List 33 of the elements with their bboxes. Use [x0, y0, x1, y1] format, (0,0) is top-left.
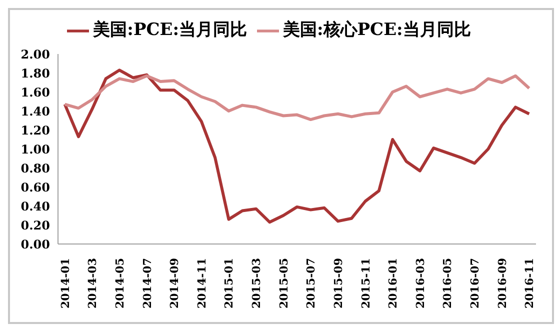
y-tick-label: 0.40 [20, 199, 50, 214]
legend-label: 美国:PCE:当月同比 [93, 20, 247, 40]
x-tick-label: 2016-03 [414, 258, 427, 308]
line-series [63, 68, 531, 224]
x-tick-label: 2014-01 [58, 258, 72, 308]
y-tick-label: 0.00 [20, 237, 50, 252]
x-tick-label: 2014-09 [168, 258, 182, 308]
line-series [63, 74, 531, 122]
x-tick-label: 2014-03 [86, 258, 100, 308]
x-tick-label: 2015-11 [359, 258, 372, 308]
x-tick-label: 2015-09 [332, 258, 345, 308]
x-tick-label: 2014-11 [195, 258, 208, 308]
y-tick-label: 0.20 [20, 218, 50, 232]
y-tick-label: 1.20 [20, 123, 50, 138]
y-tick-label: 1.40 [20, 104, 50, 118]
x-tick-label: 2015-03 [250, 258, 264, 308]
y-tick-label: 0.80 [20, 161, 50, 176]
x-tick-label: 2014-07 [140, 258, 154, 308]
x-tick-label: 2014-05 [113, 258, 126, 308]
x-tick-label: 2016-05 [441, 258, 454, 308]
x-tick-label: 2016-09 [496, 258, 509, 308]
y-tick-label: 1.80 [20, 66, 50, 80]
x-tick-label: 2015-01 [222, 258, 236, 308]
y-tick-label: 1.60 [20, 85, 50, 100]
x-tick-label: 2015-07 [304, 258, 318, 308]
y-tick-label: 2.00 [20, 47, 50, 62]
legend-label: 美国:核心PCE:当月同比 [283, 20, 471, 40]
y-tick-label: 0.60 [20, 180, 50, 194]
x-tick-label: 2016-01 [386, 258, 400, 308]
x-tick-label: 2016-11 [523, 258, 536, 308]
x-tick-label: 2016-07 [468, 258, 482, 308]
x-tick-label: 2015-05 [277, 258, 290, 308]
y-tick-label: 1.00 [20, 142, 50, 156]
